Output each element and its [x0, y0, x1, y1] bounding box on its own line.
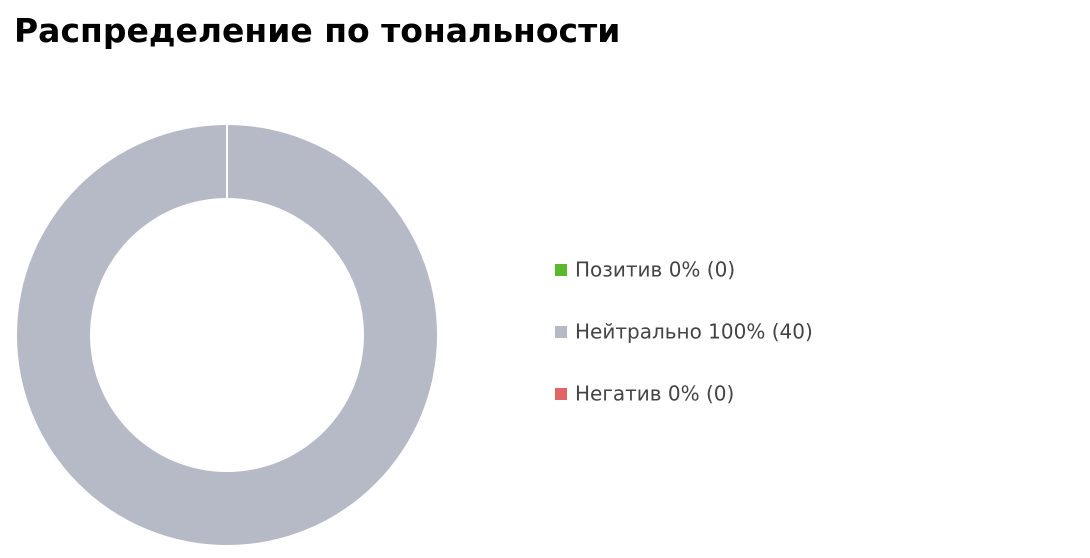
legend-label: Позитив 0% (0): [575, 258, 735, 282]
legend-swatch: [555, 388, 567, 400]
donut-segment: [17, 125, 437, 545]
legend-label: Негатив 0% (0): [575, 382, 734, 406]
legend-swatch: [555, 326, 567, 338]
chart-title: Распределение по тональности: [14, 11, 620, 50]
legend-label: Нейтрально 100% (40): [575, 320, 813, 344]
legend-swatch: [555, 264, 567, 276]
